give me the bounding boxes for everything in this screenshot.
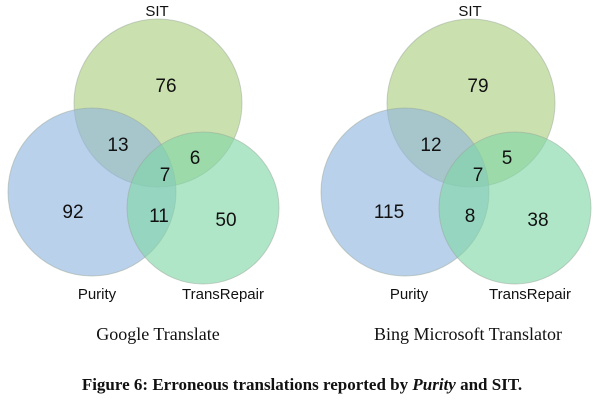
set-circle-transrepair: [126, 131, 280, 285]
region-count-purity-only: 92: [62, 202, 83, 223]
set-label-purity: Purity: [78, 286, 117, 303]
region-count-all: 7: [160, 165, 171, 186]
diagram-title: Bing Microsoft Translator: [374, 324, 562, 344]
region-count-purity-only: 115: [374, 202, 404, 223]
set-label-transrepair: TransRepair: [489, 286, 571, 303]
set-label-transrepair: TransRepair: [182, 286, 264, 303]
venn-diagram-bing: SIT Purity TransRepair 79 12 5 7 115 8 3…: [320, 3, 592, 344]
region-count-purity-transrepair: 11: [149, 206, 169, 227]
region-count-sit-only: 76: [155, 76, 176, 97]
set-label-sit: SIT: [458, 3, 481, 20]
figure-caption: Figure 6: Erroneous translations reporte…: [82, 375, 522, 394]
diagram-title: Google Translate: [96, 324, 220, 344]
set-label-sit: SIT: [145, 3, 168, 20]
region-count-transrepair-only: 50: [215, 210, 236, 231]
region-count-purity-transrepair: 8: [465, 206, 476, 227]
caption-suffix: and SIT.: [456, 375, 522, 394]
region-count-sit-transrepair: 6: [190, 148, 201, 169]
region-count-purity-sit: 13: [107, 135, 128, 156]
set-label-purity: Purity: [390, 286, 429, 303]
region-count-all: 7: [473, 165, 484, 186]
region-count-sit-only: 79: [467, 76, 488, 97]
region-count-sit-transrepair: 5: [502, 148, 513, 169]
region-count-purity-sit: 12: [420, 135, 441, 156]
caption-prefix: Figure 6: Erroneous translations reporte…: [82, 375, 413, 394]
venn-diagram-google: SIT Purity TransRepair 76 13 6 7 92 11 5…: [7, 3, 280, 344]
region-count-transrepair-only: 38: [527, 210, 548, 231]
set-circle-transrepair: [438, 131, 592, 285]
caption-emphasis: Purity: [411, 375, 456, 394]
